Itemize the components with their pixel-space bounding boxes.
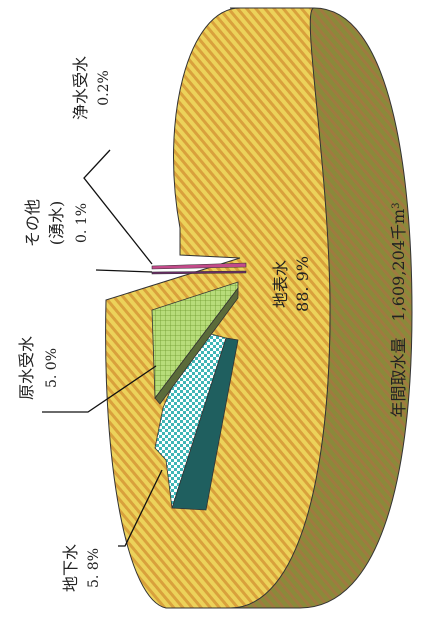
other-spring-slice <box>151 270 247 275</box>
raw-water-label: 原水受水 <box>17 336 36 400</box>
purified-water-slice <box>151 262 247 270</box>
purified-water-value: 0.2% <box>96 70 112 106</box>
raw-water-leader <box>42 365 157 413</box>
cubic-superscript: 3 <box>391 203 402 209</box>
groundwater-label: 地下水 <box>61 544 80 592</box>
surface-water-value: 88. 9% <box>293 256 312 312</box>
other-spring-leader <box>95 269 153 273</box>
other-spring-label: その他 <box>23 199 42 247</box>
groundwater-value: 5. 8% <box>86 548 102 588</box>
other-spring-label-line2: (湧水) <box>47 201 66 246</box>
purified-water-leader <box>83 149 153 265</box>
raw-water-value: 5. 0% <box>44 348 60 388</box>
other-spring-value: 0. 1% <box>74 203 90 243</box>
raw-water-slice <box>151 281 239 400</box>
annual-intake-total: 年間取水量 1,609,204千m3 <box>389 203 408 418</box>
purified-water-label: 浄水受水 <box>71 56 90 120</box>
surface-water-label: 地表水 <box>271 260 290 308</box>
groundwater-leader <box>118 469 163 547</box>
